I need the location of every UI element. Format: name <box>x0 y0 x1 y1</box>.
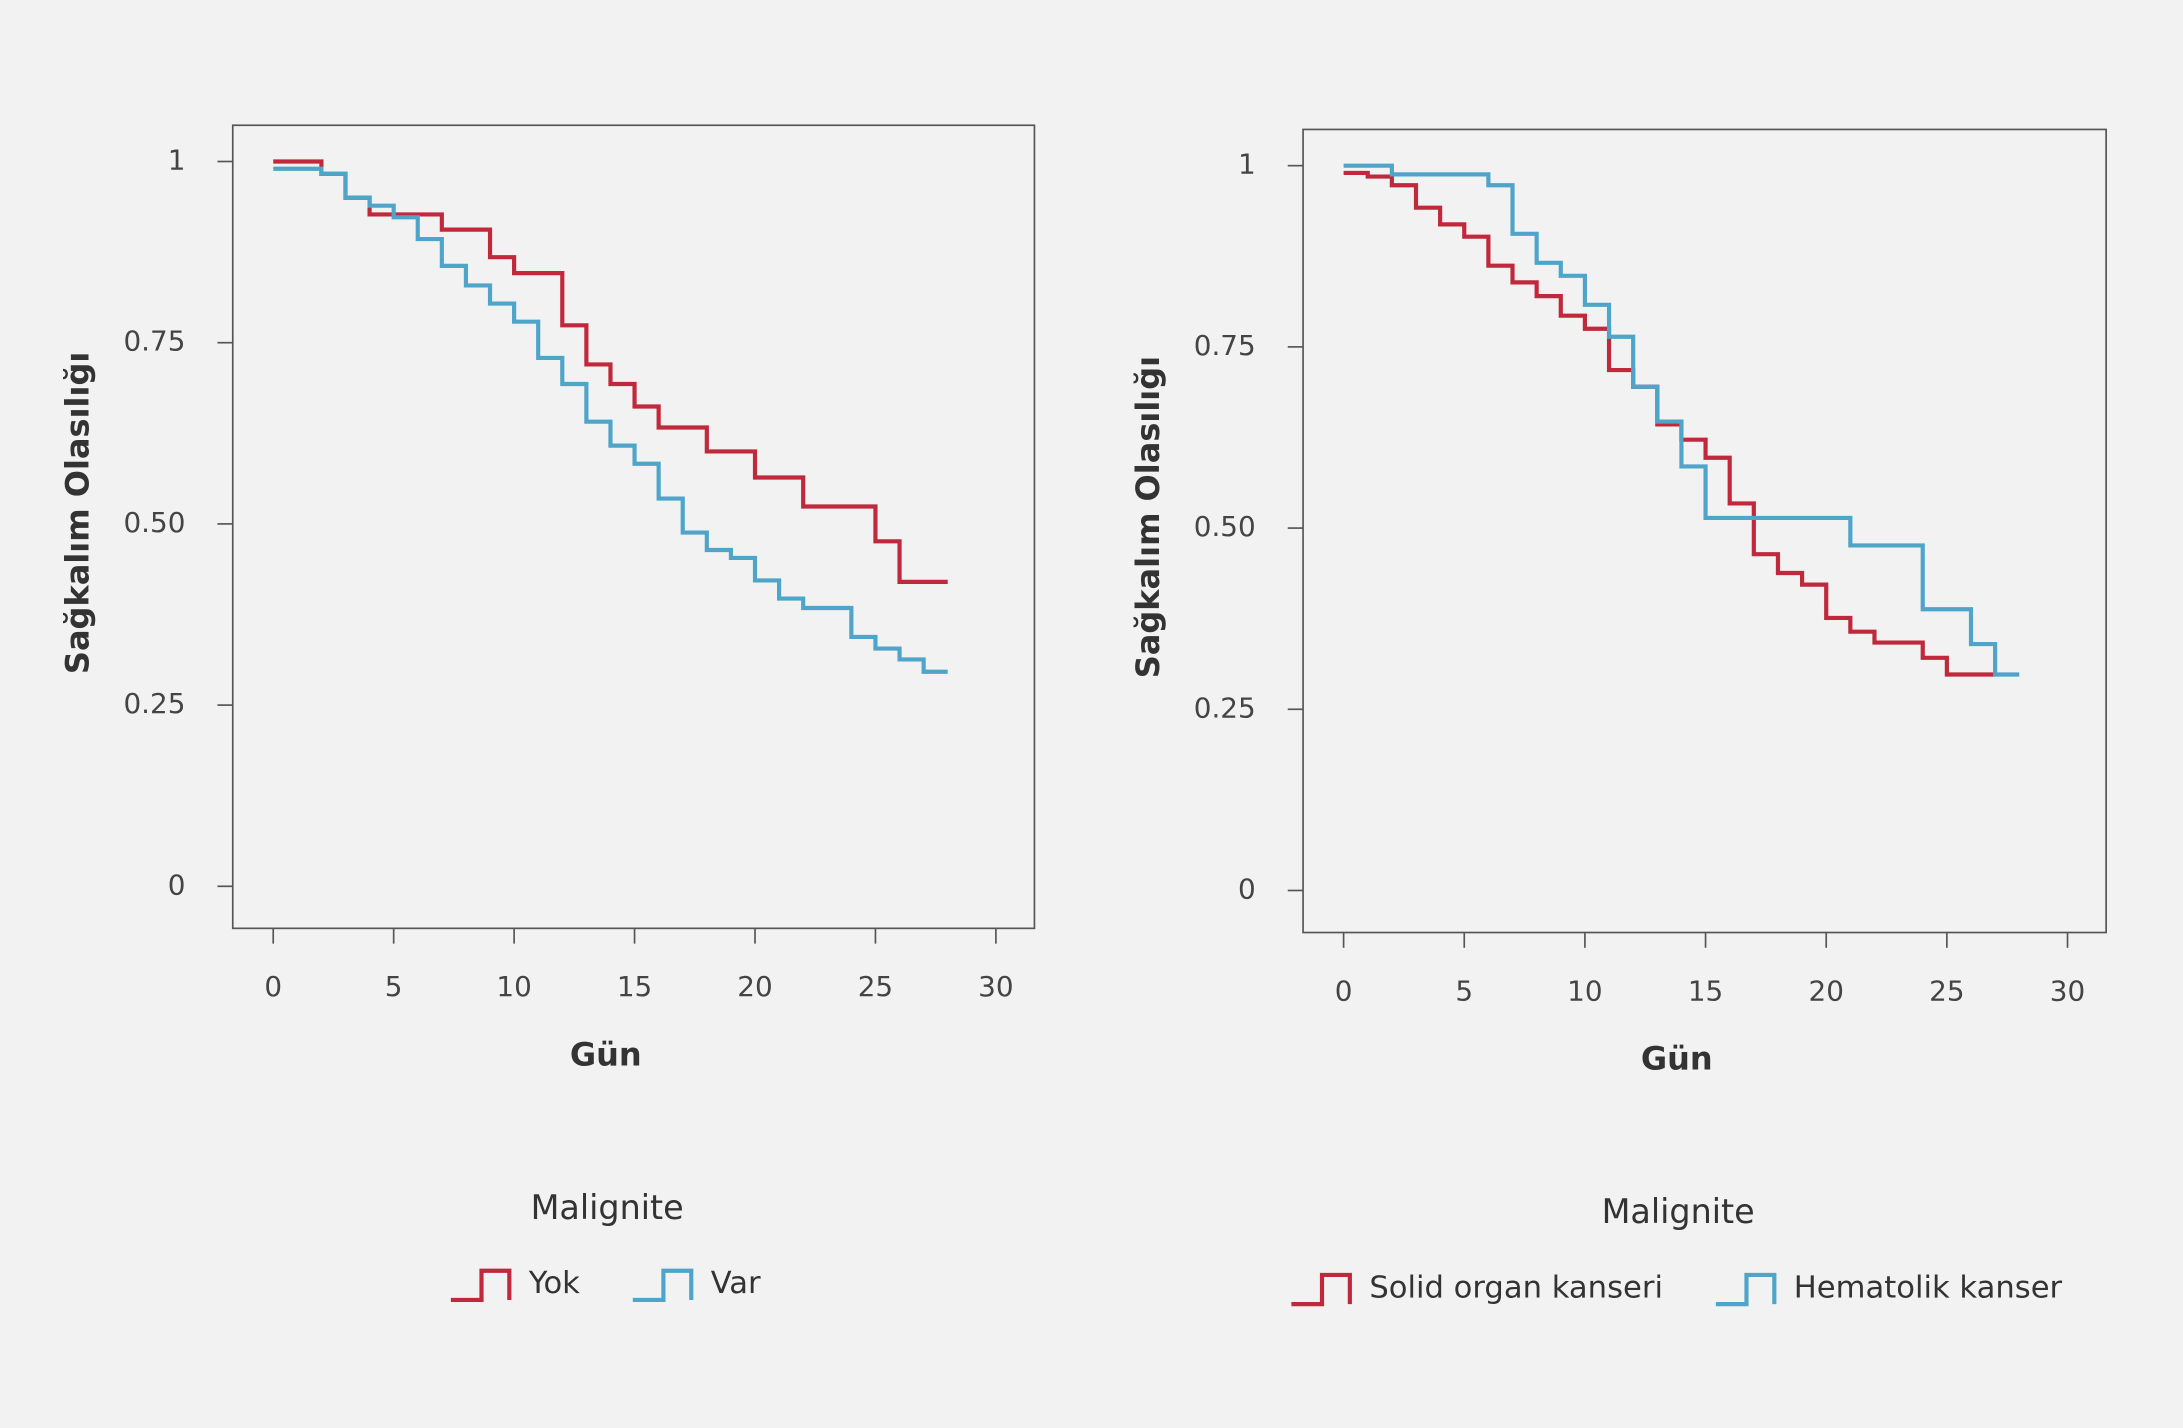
x-tick-label: 25 <box>1929 974 1964 1007</box>
x-tick-label: 5 <box>1455 974 1473 1007</box>
x-tick-label: 20 <box>1809 974 1844 1007</box>
y-tick-label: 0.75 <box>123 325 185 358</box>
y-axis-label: Sağkalım Olasılığı <box>59 352 97 674</box>
x-axis-label: Gün <box>1641 1040 1713 1078</box>
legend-title: Malignite <box>1602 1192 1755 1231</box>
x-tick-label: 15 <box>617 970 652 1003</box>
y-tick-label: 0.25 <box>123 687 185 720</box>
plot-frame <box>1302 128 2107 934</box>
x-tick-label: 5 <box>385 970 403 1003</box>
legend: Solid organ kanseri Hematolik kanser <box>1291 1270 2063 1307</box>
legend-label: Yok <box>528 1266 580 1301</box>
y-tick-label: 0.50 <box>1194 510 1256 543</box>
y-tick-label: 1 <box>168 144 186 177</box>
y-tick-label: 0.50 <box>123 506 185 539</box>
y-tick-label: 1 <box>1238 148 1256 181</box>
survival-curve <box>273 159 948 584</box>
x-tick-label: 30 <box>2050 974 2085 1007</box>
y-tick-label: 0 <box>168 868 186 901</box>
x-tick-label: 0 <box>1335 974 1353 1007</box>
legend-key <box>632 1268 694 1303</box>
legend-key <box>450 1268 512 1303</box>
legend-label: Hematolik kanser <box>1794 1270 2063 1305</box>
y-tick-label: 0 <box>1238 872 1256 905</box>
x-tick-label: 10 <box>1567 974 1602 1007</box>
x-tick-label: 20 <box>737 970 772 1003</box>
survival-curve <box>273 166 948 674</box>
legend-title: Malignite <box>531 1188 684 1227</box>
x-tick-label: 25 <box>858 970 893 1003</box>
legend-key <box>1715 1272 1777 1307</box>
survival-curve <box>1343 170 1996 677</box>
x-tick-label: 15 <box>1688 974 1723 1007</box>
x-tick-label: 10 <box>496 970 531 1003</box>
legend: Yok Var <box>450 1266 761 1303</box>
x-axis-label: Gün <box>570 1035 642 1073</box>
y-axis-label: Sağkalım Olasılığı <box>1129 356 1167 678</box>
y-tick-label: 0.25 <box>1194 691 1256 724</box>
legend-key <box>1291 1272 1352 1307</box>
survival-curve <box>1343 163 2020 677</box>
legend-label: Solid organ kanseri <box>1369 1270 1663 1305</box>
plot-frame <box>231 124 1036 930</box>
x-tick-label: 0 <box>264 970 282 1003</box>
y-tick-label: 0.75 <box>1194 329 1256 362</box>
legend-label: Var <box>711 1266 761 1301</box>
x-tick-label: 30 <box>978 970 1013 1003</box>
